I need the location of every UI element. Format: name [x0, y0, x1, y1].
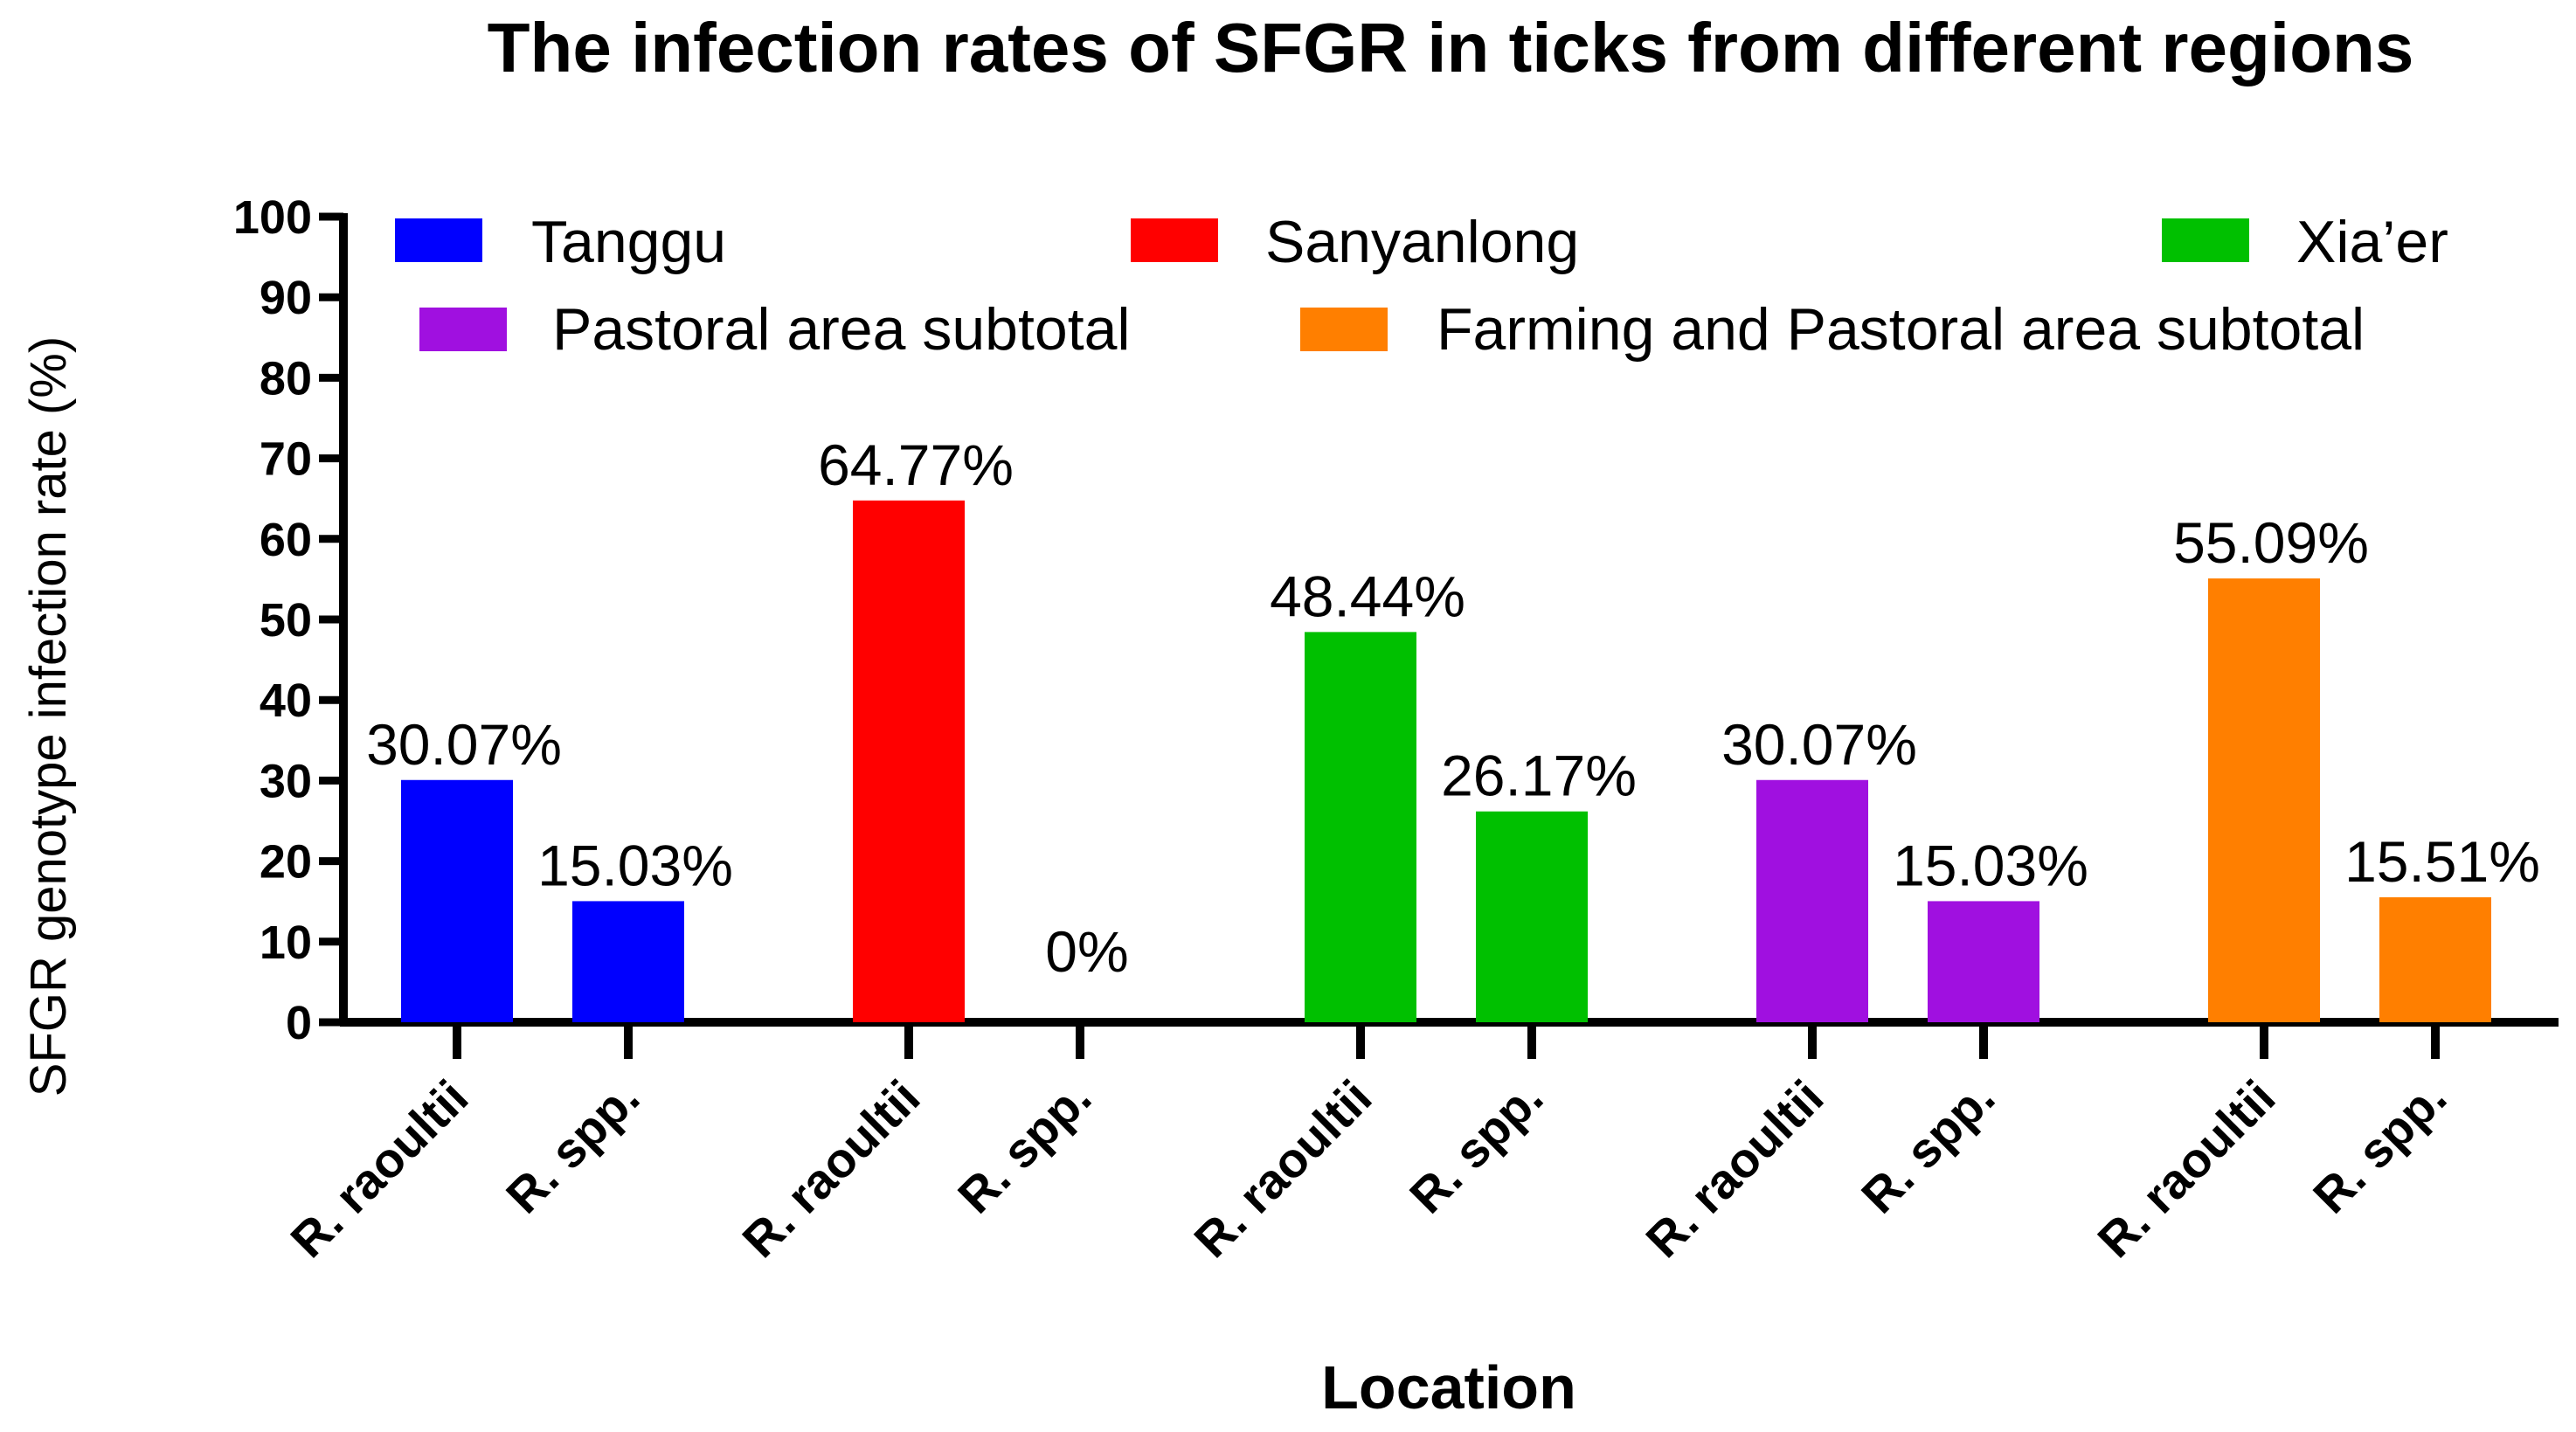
x-tick-label: R. raoultii [2087, 1069, 2285, 1268]
legend-item: Pastoral area subtotal [419, 296, 1131, 363]
y-tick-label: 50 [260, 594, 312, 647]
data-label: 48.44% [1270, 564, 1465, 628]
data-label: 15.03% [537, 833, 733, 897]
data-label: 30.07% [1721, 712, 1917, 777]
bar [2379, 896, 2491, 1022]
data-label: 15.03% [1893, 833, 2088, 897]
legend: Tanggu Sanyanlong Xia’er Pastoral area subt… [395, 209, 2448, 363]
legend-swatch [419, 308, 507, 351]
y-tick-label: 90 [260, 272, 312, 324]
legend-item: Sanyanlong [1131, 209, 1579, 275]
x-tick-label: R. spp. [947, 1069, 1102, 1224]
legend-swatch [395, 218, 482, 262]
x-tick-label: R. spp. [1399, 1069, 1554, 1224]
legend-label: Farming and Pastoral area subtotal [1437, 296, 2365, 363]
x-tick-label: R. spp. [1851, 1069, 2005, 1224]
y-tick-label: 30 [260, 755, 312, 807]
bar [2208, 578, 2320, 1022]
y-axis: 0 10 20 30 40 50 60 70 80 90 100 [233, 191, 348, 1049]
data-label: 30.07% [366, 712, 562, 777]
chart-title: The infection rates of SFGR in ticks fro… [488, 9, 2414, 86]
x-tick-label: R. spp. [2302, 1069, 2457, 1224]
legend-label: Xia’er [2296, 209, 2448, 275]
legend-swatch [1300, 308, 1388, 351]
x-axis-title: Location [1321, 1353, 1576, 1422]
y-tick-label: 80 [260, 352, 312, 405]
data-label: 26.17% [1441, 744, 1637, 808]
data-label: 0% [1045, 919, 1128, 984]
bar [401, 779, 513, 1022]
y-tick-label: 100 [233, 191, 312, 244]
legend-label: Tanggu [531, 209, 726, 275]
data-label: 64.77% [818, 432, 1014, 497]
legend-item: Farming and Pastoral area subtotal [1300, 296, 2365, 363]
y-tick-label: 70 [260, 433, 312, 486]
x-tick-label: R. spp. [495, 1069, 650, 1224]
bar [853, 500, 965, 1022]
legend-swatch [1131, 218, 1218, 262]
legend-item: Tanggu [395, 209, 726, 275]
y-tick-label: 20 [260, 836, 312, 889]
bar [572, 901, 684, 1022]
legend-item: Xia’er [2162, 209, 2448, 275]
bar-series [401, 500, 2491, 1022]
x-tick-label: R. raoultii [280, 1069, 478, 1268]
x-tick-label: R. raoultii [731, 1069, 930, 1268]
x-axis: R. raoultii R. spp. R. raoultii R. spp. R. r… [280, 1018, 2559, 1268]
x-tick-label: R. raoultii [1635, 1069, 1833, 1268]
bar [1928, 901, 2039, 1022]
y-tick-label: 40 [260, 674, 312, 727]
data-label: 15.51% [2344, 829, 2540, 894]
y-axis-title: SFGR genotype infection rate (%) [20, 336, 77, 1096]
legend-swatch [2162, 218, 2249, 262]
data-labels: 30.07% 15.03% 64.77% 0% 48.44% 26.17% 30.07% 15… [366, 432, 2540, 984]
legend-label: Pastoral area subtotal [552, 296, 1131, 363]
y-tick-label: 0 [286, 997, 312, 1049]
bar [1756, 779, 1868, 1022]
bar [1305, 632, 1416, 1022]
bar [1476, 811, 1588, 1022]
data-label: 55.09% [2173, 510, 2369, 575]
y-tick-label: 60 [260, 514, 312, 566]
y-tick-label: 10 [260, 917, 312, 969]
x-tick-label: R. raoultii [1183, 1069, 1381, 1268]
legend-label: Sanyanlong [1265, 209, 1579, 275]
